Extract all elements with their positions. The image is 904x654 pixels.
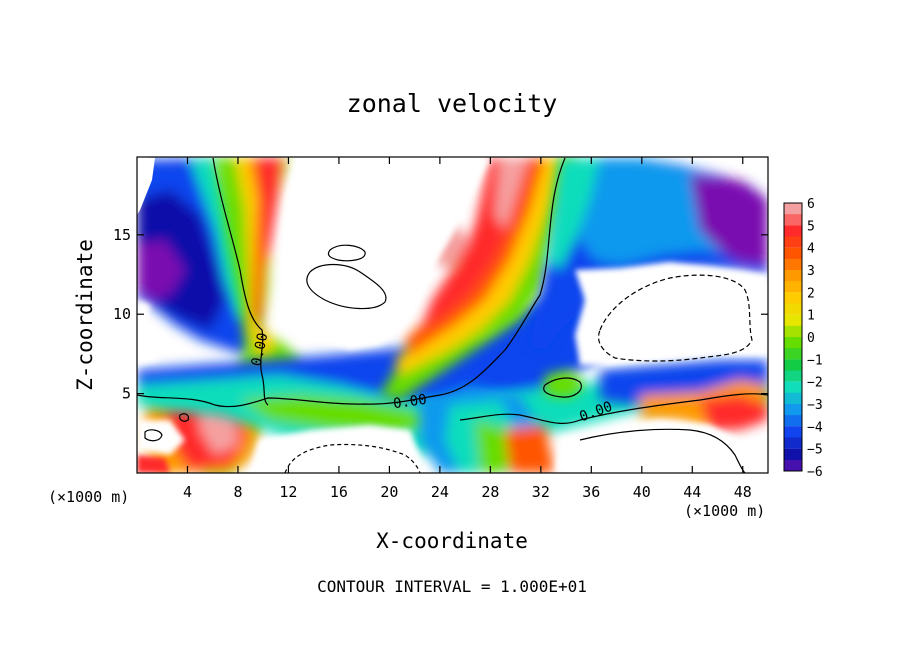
- x-unit-label-right: (×1000 m): [684, 502, 765, 520]
- colorbar-frame: [783, 202, 803, 472]
- plot-frame: [136, 156, 769, 474]
- colorbar-swatch-blend: [784, 281, 802, 293]
- colorbar-tick-label: −2: [807, 376, 823, 391]
- x-tick-label: 20: [380, 483, 398, 501]
- colorbar-swatch-blend: [784, 370, 802, 382]
- y-axis-title: Z-coordinate: [73, 239, 97, 391]
- colorbar-swatch-blend: [784, 303, 802, 315]
- colorbar: 6 5 4 3 2 1 0 −1 −2 −3 −4 −5 −6: [783, 197, 823, 480]
- colorbar-tick-label: −6: [807, 465, 823, 480]
- zero-contour-left: [212, 157, 269, 406]
- contour-label-1: 0.00: [392, 392, 428, 413]
- x-tick-label: 16: [330, 483, 348, 501]
- colorbar-tick-label: 3: [807, 264, 815, 279]
- colorbar-swatch-blend: [784, 258, 802, 270]
- colorbar-swatch-blend: [784, 236, 802, 248]
- colorbar-tick-label: 1: [807, 309, 815, 324]
- colorbar-swatch-blend: [784, 437, 802, 449]
- colorbar-swatch-blend: [784, 415, 802, 427]
- contour-label-group: 0.00 0.00 0.00: [249, 331, 615, 425]
- colorbar-swatch-blend: [784, 459, 802, 471]
- x-tick-label: 8: [233, 483, 242, 501]
- zero-contour-main: [137, 157, 566, 408]
- x-tick-label: 12: [279, 483, 297, 501]
- x-tick-label: 44: [683, 483, 701, 501]
- x-axis-title: X-coordinate: [376, 529, 528, 553]
- colorbar-swatch-blend: [784, 214, 802, 226]
- x-tick-label: 40: [633, 483, 651, 501]
- contour-label-3: 0.00: [249, 331, 272, 367]
- x-tick-label: 36: [582, 483, 600, 501]
- x-tick-label: 48: [734, 483, 752, 501]
- colorbar-tick-label: −3: [807, 398, 823, 413]
- x-unit-label-left: (×1000 m): [48, 488, 129, 506]
- colorbar-tick-label: 5: [807, 219, 815, 234]
- chart-title: zonal velocity: [347, 89, 558, 118]
- dashed-contour-right: [597, 274, 753, 362]
- heatmap-field: 0.00 0.00 0.00: [137, 157, 768, 473]
- contour-lines: [137, 157, 768, 473]
- zero-contour-lower: [459, 393, 768, 424]
- x-tick-label: 4: [183, 483, 192, 501]
- colorbar-tick-label: 0: [807, 331, 815, 346]
- contour-interval-note: CONTOUR INTERVAL = 1.000E+01: [317, 577, 587, 596]
- colorbar-tick-label: 6: [807, 197, 815, 212]
- x-axis: 4 8 12 16 20 24 28 32 36 40 44 48: [183, 157, 752, 501]
- colorbar-tick-label: 2: [807, 286, 815, 301]
- y-axis: 5 10 15: [113, 226, 768, 403]
- colorbar-tick-label: −4: [807, 420, 823, 435]
- dashed-contour-bottom: [284, 443, 421, 473]
- field-region-white: [137, 157, 768, 473]
- colorbar-swatch-blend: [784, 392, 802, 404]
- y-tick-label: 5: [122, 385, 131, 403]
- colorbar-tick-label: −5: [807, 443, 823, 458]
- y-tick-label: 10: [113, 305, 131, 323]
- colorbar-swatch-blend: [784, 348, 802, 360]
- x-tick-label: 28: [481, 483, 499, 501]
- x-tick-label: 24: [431, 483, 449, 501]
- colorbar-tick-label: −1: [807, 353, 823, 368]
- y-tick-label: 15: [113, 226, 131, 244]
- x-tick-label: 32: [532, 483, 550, 501]
- colorbar-tick-label: 4: [807, 242, 815, 257]
- colorbar-swatch-blend: [784, 325, 802, 337]
